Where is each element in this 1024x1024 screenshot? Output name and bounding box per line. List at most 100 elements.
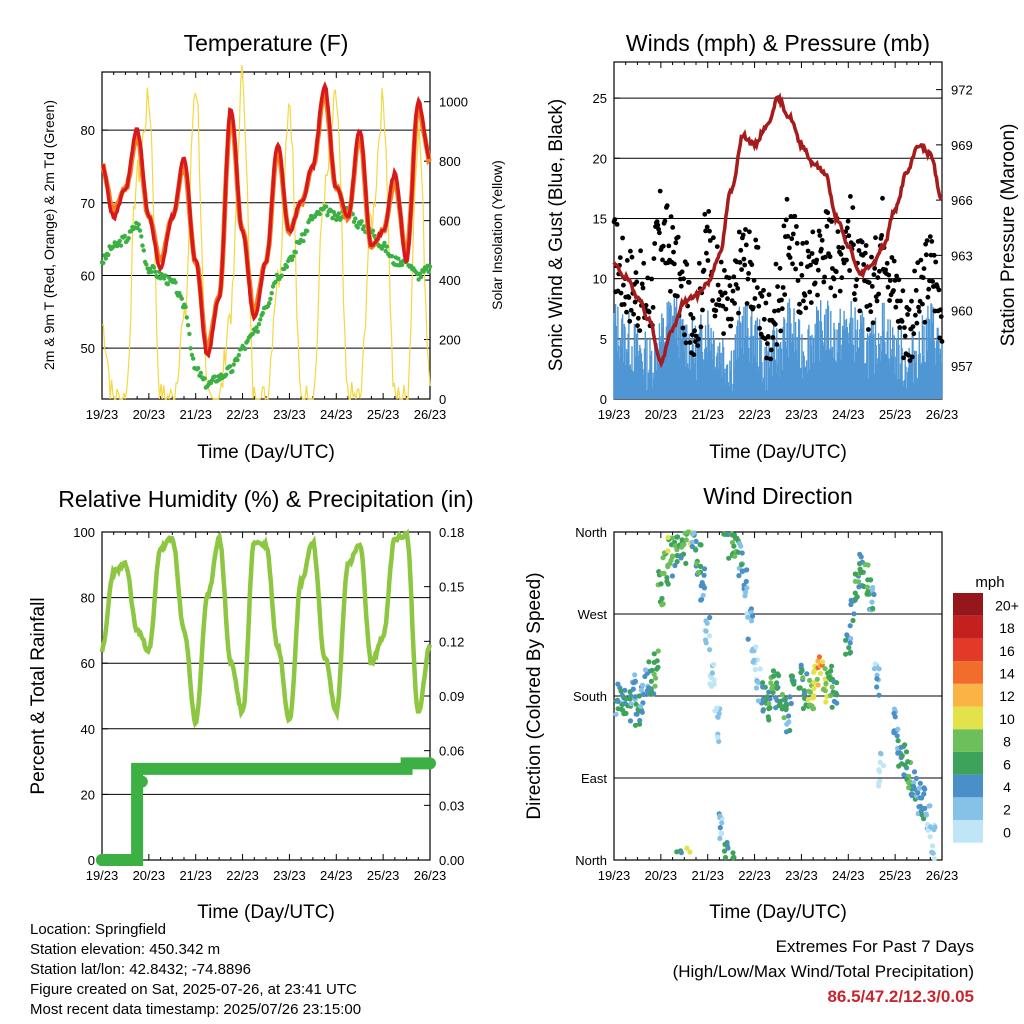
gust-point: [810, 229, 816, 235]
direction-point: [739, 568, 746, 574]
direction-point: [877, 750, 884, 757]
x-tick-label: 25/23: [367, 407, 400, 422]
gust-point: [668, 214, 674, 220]
gust-point: [757, 325, 762, 331]
y-tick-label: South: [573, 689, 607, 704]
direction-point: [757, 666, 763, 672]
dewpoint-point: [165, 282, 171, 287]
direction-point: [680, 551, 687, 557]
gust-point: [765, 334, 771, 339]
direction-point: [823, 699, 829, 705]
direction-point: [828, 668, 834, 674]
dewpoint-point: [417, 271, 423, 276]
direction-point: [751, 648, 757, 654]
gust-point: [779, 306, 785, 312]
gust-point: [670, 225, 676, 230]
direction-point: [698, 563, 704, 570]
speed-legend-swatch: [953, 661, 983, 684]
gust-point: [871, 272, 877, 277]
direction-point: [739, 550, 745, 556]
direction-point: [669, 573, 676, 579]
direction-point: [817, 670, 824, 676]
dewpoint-point: [196, 366, 201, 371]
direction-point: [915, 790, 921, 796]
direction-point: [660, 555, 666, 561]
direction-point: [694, 561, 700, 567]
gust-point: [627, 318, 633, 324]
direction-point: [776, 673, 782, 679]
direction-point: [693, 538, 699, 545]
direction-point: [683, 560, 689, 567]
gust-point: [815, 292, 820, 298]
y2-tick-label: 0.06: [439, 744, 464, 759]
gust-point: [869, 284, 875, 289]
gust-point: [787, 245, 792, 251]
direction-point: [820, 686, 827, 693]
gust-point: [844, 225, 850, 231]
gust-point: [778, 328, 784, 334]
gust-point: [768, 356, 773, 362]
direction-point: [829, 663, 835, 669]
direction-point: [636, 693, 642, 699]
direction-point: [800, 675, 806, 681]
direction-point: [615, 698, 621, 705]
gust-point: [896, 277, 902, 283]
gust-point: [876, 291, 881, 297]
direction-point: [640, 691, 646, 697]
direction-point: [830, 689, 836, 695]
gust-point: [920, 275, 926, 281]
y2-tick-label: 963: [951, 248, 973, 263]
direction-point: [895, 738, 901, 744]
direction-point: [782, 696, 789, 702]
dewpoint-point: [230, 369, 235, 374]
dewpoint-point: [301, 238, 306, 244]
direction-point: [722, 841, 728, 848]
y-tick-label: 80: [81, 591, 95, 606]
x-tick-label: 23/23: [785, 868, 818, 883]
y2-tick-label: 0.09: [439, 689, 464, 704]
direction-xlabel: Time (Day/UTC): [709, 902, 847, 923]
gust-point: [712, 313, 718, 319]
direction-point: [715, 734, 721, 740]
direction-point: [843, 637, 849, 643]
dewpoint-point: [231, 362, 236, 367]
speed-legend-swatch: [953, 797, 983, 820]
direction-point: [698, 597, 704, 603]
direction-point: [698, 542, 704, 548]
direction-point: [848, 601, 854, 608]
dewpoint-point: [144, 262, 149, 267]
dewpoint-point: [173, 280, 178, 285]
speed-legend-label: 2: [1003, 802, 1011, 818]
direction-point: [911, 769, 918, 775]
direction-point: [665, 548, 671, 554]
gust-point: [891, 288, 896, 293]
direction-point: [876, 783, 882, 789]
gust-point: [756, 303, 762, 309]
direction-point: [651, 651, 657, 657]
gust-point: [906, 307, 912, 312]
direction-point: [931, 856, 938, 862]
direction-point: [613, 711, 619, 717]
dewpoint-point: [269, 291, 274, 296]
gust-point: [695, 343, 701, 348]
gust-point: [752, 296, 758, 301]
y-tick-label: 60: [81, 268, 95, 283]
gust-point: [900, 288, 906, 294]
gust-point: [902, 333, 908, 339]
direction-point: [672, 543, 678, 549]
direction-point: [908, 791, 914, 798]
dewpoint-point: [384, 244, 390, 249]
gust-point: [737, 260, 743, 265]
gust-point: [739, 267, 744, 272]
direction-point: [755, 698, 762, 704]
direction-point: [674, 559, 680, 565]
gust-point: [698, 324, 704, 330]
direction-point: [648, 691, 654, 697]
direction-point: [649, 667, 655, 674]
dewpoint-point: [179, 296, 184, 301]
speed-legend-title: mph: [975, 574, 1004, 591]
plot-frame: [101, 531, 431, 861]
gust-point: [776, 308, 781, 313]
direction-point: [851, 611, 857, 617]
gust-point: [872, 266, 878, 271]
